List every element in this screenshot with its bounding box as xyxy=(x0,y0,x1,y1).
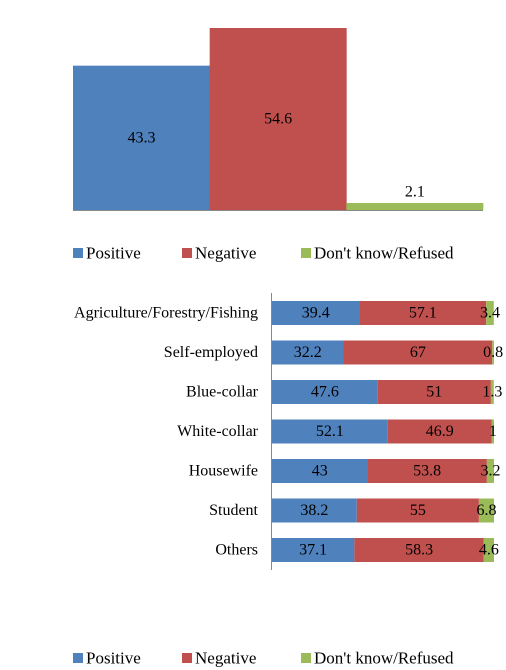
data-label: 47.6 xyxy=(311,384,339,401)
data-label: 58.3 xyxy=(405,542,433,559)
category-label: White-collar xyxy=(177,423,259,440)
data-label: 54.6 xyxy=(264,111,292,128)
bar-segment-positive xyxy=(272,459,368,483)
bar-segment-negative xyxy=(343,340,493,365)
data-label: 32.2 xyxy=(294,344,322,361)
legend-entry: Positive xyxy=(86,649,141,668)
bar-segment-negative xyxy=(354,538,484,562)
bar-segment-don-t-know-refused xyxy=(478,498,494,523)
legend-entry: Don't know/Refused xyxy=(314,244,454,263)
data-label: 3.4 xyxy=(480,305,500,322)
bar-negative xyxy=(209,28,347,210)
bar-segment-positive xyxy=(272,380,378,404)
data-label: 4.6 xyxy=(479,542,499,559)
data-label: 38.2 xyxy=(300,502,328,519)
category-label: Student xyxy=(209,502,258,519)
data-label: 52.1 xyxy=(316,423,344,440)
data-label: 1 xyxy=(489,423,497,440)
data-label: 51 xyxy=(426,384,442,401)
category-label: Agriculture/Forestry/Fishing xyxy=(74,305,258,322)
bar-segment-don-t-know-refused xyxy=(483,538,494,562)
bar-segment-don-t-know-refused xyxy=(491,419,494,444)
data-label: 2.1 xyxy=(405,184,425,201)
bar-segment-positive xyxy=(272,419,388,444)
legend-swatch xyxy=(73,248,83,258)
data-label: 57.1 xyxy=(409,305,437,322)
bar-segment-positive xyxy=(272,301,360,325)
bar-segment-positive xyxy=(272,340,344,365)
data-label: 39.4 xyxy=(302,305,330,322)
bar-segment-negative xyxy=(367,459,487,483)
data-label: 43 xyxy=(312,463,328,480)
bar-segment-positive xyxy=(272,498,357,523)
category-label: Self-employed xyxy=(164,344,258,361)
bar-segment-positive xyxy=(272,538,355,562)
data-label: 0.8 xyxy=(483,344,503,361)
bar-positive xyxy=(73,65,210,211)
bar-segment-don-t-know-refused xyxy=(492,340,494,365)
legend-swatch xyxy=(182,653,192,663)
bar-segment-negative xyxy=(377,380,491,404)
data-label: 43.3 xyxy=(128,129,156,146)
category-label: Blue-collar xyxy=(186,384,259,401)
bar-segment-negative xyxy=(356,498,479,523)
legend-entry: Negative xyxy=(195,649,256,668)
data-label: 53.8 xyxy=(413,463,441,480)
bar-segment-negative xyxy=(359,301,487,325)
data-label: 46.9 xyxy=(426,423,454,440)
data-label: 55 xyxy=(410,502,426,519)
bar-segment-don-t-know-refused xyxy=(486,301,494,325)
bar-segment-negative xyxy=(387,419,492,444)
legend-entry: Positive xyxy=(86,244,141,263)
legend-swatch xyxy=(301,248,311,258)
data-label: 6.8 xyxy=(476,502,496,519)
category-label: Others xyxy=(215,542,258,559)
data-label: 67 xyxy=(410,344,426,361)
data-label: 1.3 xyxy=(482,384,502,401)
bar-don-t-know-refused xyxy=(346,203,484,210)
data-label: 3.2 xyxy=(480,463,500,480)
bar-segment-don-t-know-refused xyxy=(486,459,494,483)
category-label: Housewife xyxy=(189,463,258,480)
legend-swatch xyxy=(73,653,83,663)
legend-swatch xyxy=(301,653,311,663)
legend-swatch xyxy=(182,248,192,258)
legend-entry: Negative xyxy=(195,244,256,263)
data-label: 37.1 xyxy=(299,542,327,559)
bar-segment-don-t-know-refused xyxy=(490,380,494,404)
legend-entry: Don't know/Refused xyxy=(314,649,454,668)
